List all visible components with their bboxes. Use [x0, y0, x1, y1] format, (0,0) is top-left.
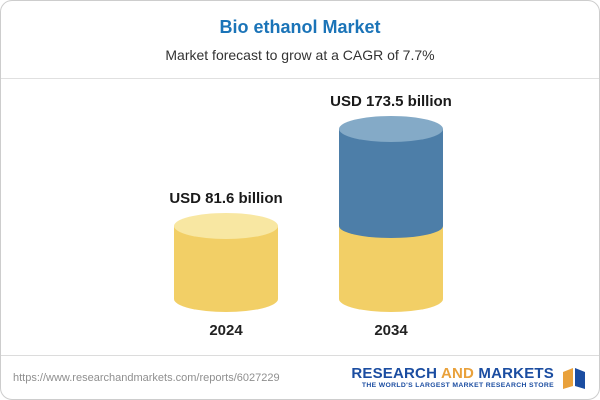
logo-name: RESEARCH AND MARKETS: [351, 365, 554, 382]
bar-group-2034: USD 173.5 billion 2034: [316, 93, 466, 342]
cylinder-segment-base-2024: [339, 226, 443, 312]
company-logo: RESEARCH AND MARKETS THE WORLD'S LARGEST…: [351, 365, 587, 391]
chart-area: USD 81.6 billion 2024 USD 173.5 billion …: [1, 80, 599, 356]
cylinder-top-ellipse: [174, 213, 278, 239]
logo-word-research: RESEARCH: [351, 364, 438, 382]
cylinder-top-ellipse: [339, 116, 443, 142]
cylinder-segment-base-2024: [174, 226, 278, 312]
cylinder-2024: [174, 213, 278, 312]
bar-value-label-2024: USD 81.6 billion: [169, 190, 283, 207]
bar-group-2024: USD 81.6 billion 2024: [151, 190, 301, 342]
cylinder-2034: [339, 116, 443, 312]
footer: https://www.researchandmarkets.com/repor…: [1, 355, 599, 399]
report-url-link[interactable]: https://www.researchandmarkets.com/repor…: [13, 371, 280, 384]
logo-tagline: THE WORLD'S LARGEST MARKET RESEARCH STOR…: [361, 382, 554, 390]
cylinder-segment-growth-2024-2034: [339, 129, 443, 238]
year-label-2034: 2034: [374, 322, 408, 339]
chart-subtitle: Market forecast to grow at a CAGR of 7.7…: [165, 47, 435, 63]
logo-word-and: AND: [440, 364, 475, 382]
logo-icon: [563, 367, 585, 389]
bar-value-label-2034: USD 173.5 billion: [330, 93, 452, 110]
year-label-2024: 2024: [209, 322, 243, 339]
logo-word-markets: MARKETS: [478, 364, 554, 382]
chart-header: Bio ethanol Market Market forecast to gr…: [1, 1, 599, 79]
logo-text: RESEARCH AND MARKETS THE WORLD'S LARGEST…: [351, 365, 554, 390]
chart-title: Bio ethanol Market: [219, 17, 381, 37]
